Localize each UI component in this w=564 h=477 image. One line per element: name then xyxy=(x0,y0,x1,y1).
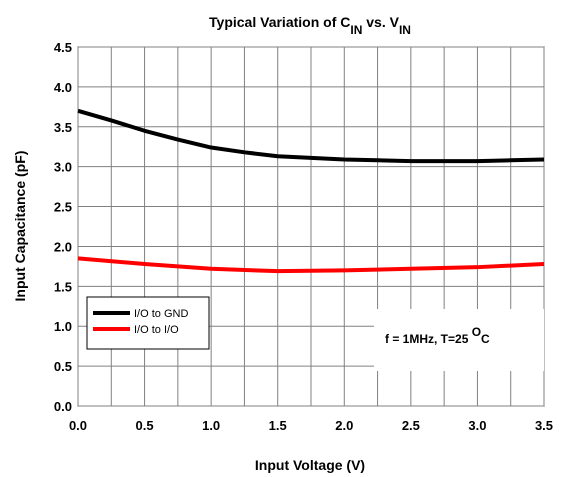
y-tick-label: 3.0 xyxy=(54,160,72,175)
y-tick-label: 1.5 xyxy=(54,279,72,294)
x-tick-label: 0.5 xyxy=(136,418,154,433)
x-tick-label: 2.0 xyxy=(335,418,353,433)
legend: I/O to GND I/O to I/O xyxy=(86,296,210,350)
legend-box xyxy=(86,296,210,350)
series-line-io-to-gnd xyxy=(77,108,545,164)
y-tick-label: 2.0 xyxy=(54,239,72,254)
x-tick-label: 2.5 xyxy=(402,418,420,433)
x-tick-label: 0.0 xyxy=(69,418,87,433)
annotation-box xyxy=(374,309,544,371)
x-tick-label: 1.0 xyxy=(202,418,220,433)
annotation: f = 1MHz, T=25 OC xyxy=(374,309,544,371)
y-axis-label: Input Capacitance (pF) xyxy=(12,151,28,302)
y-tick-label: 4.0 xyxy=(54,80,72,95)
legend-label-io-to-io: I/O to I/O xyxy=(134,324,179,336)
grid xyxy=(77,46,545,407)
title-sub1: IN xyxy=(350,23,362,37)
annotation-sup: O xyxy=(472,325,481,339)
x-axis-label: Input Voltage (V) xyxy=(255,457,365,473)
y-tick-labels: 0.0 0.5 1.0 1.5 2.0 2.5 3.0 3.5 4.0 4.5 xyxy=(54,40,72,414)
title-sub2: IN xyxy=(399,23,411,37)
y-tick-label: 4.5 xyxy=(54,40,72,55)
x-tick-labels: 0.0 0.5 1.0 1.5 2.0 2.5 3.0 3.5 xyxy=(69,418,553,433)
legend-label-io-to-gnd: I/O to GND xyxy=(134,308,188,320)
y-tick-label: 0.5 xyxy=(54,359,72,374)
series-line-io-to-io xyxy=(77,256,545,274)
annotation-prefix: f = 1MHz, T=25 xyxy=(385,332,472,346)
x-tick-label: 3.0 xyxy=(468,418,486,433)
title-middle: vs. V xyxy=(362,14,399,30)
y-tick-label: 3.5 xyxy=(54,120,72,135)
y-tick-label: 2.5 xyxy=(54,200,72,215)
x-tick-label: 3.5 xyxy=(535,418,553,433)
y-tick-label: 1.0 xyxy=(54,319,72,334)
y-tick-label: 0.0 xyxy=(54,399,72,414)
x-tick-label: 1.5 xyxy=(269,418,287,433)
annotation-text: f = 1MHz, T=25 OC xyxy=(385,325,490,346)
annotation-suffix: C xyxy=(481,332,490,346)
series-layer xyxy=(77,108,545,274)
title-prefix: Typical Variation of C xyxy=(209,14,350,30)
chart-title: Typical Variation of CIN vs. VIN xyxy=(209,14,411,37)
